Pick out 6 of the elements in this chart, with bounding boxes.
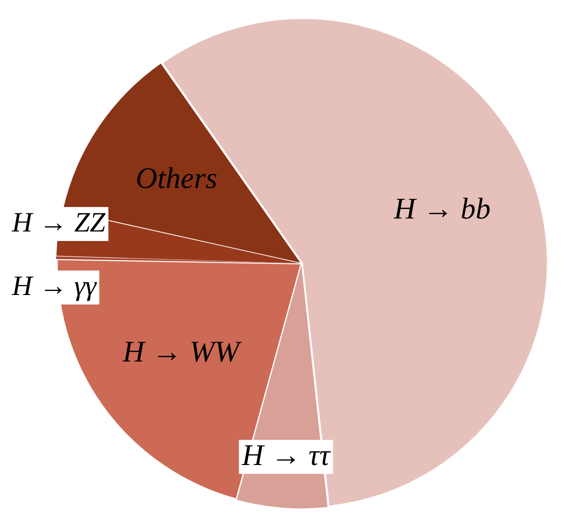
slice-label: H → γγ: [10, 270, 98, 302]
slice-label: H → ZZ: [10, 207, 106, 238]
slice-label: H → bb: [392, 192, 491, 226]
slice-label: H → ττ: [240, 438, 332, 472]
slice-label: H → WW: [122, 335, 242, 368]
slice-label: Others: [136, 162, 218, 195]
